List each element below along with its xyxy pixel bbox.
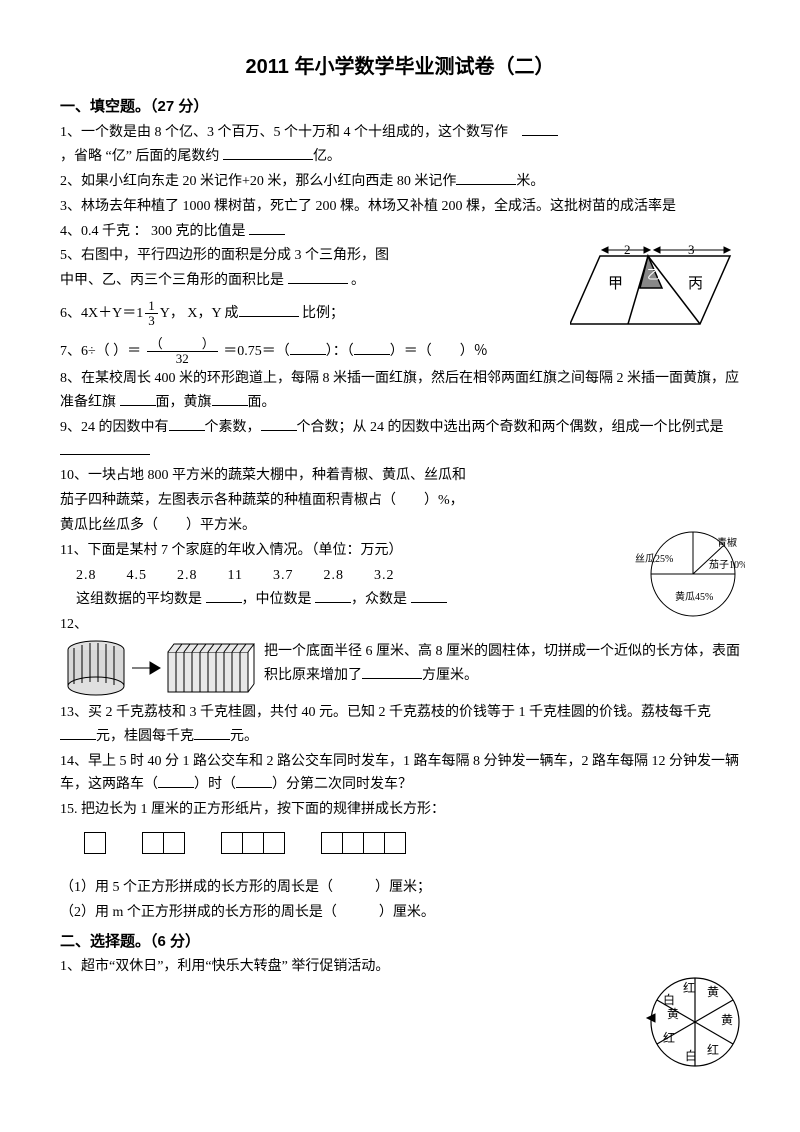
cylinder-diagram xyxy=(60,638,260,700)
q15-text-a: 15. 把边长为 1 厘米的正方形纸片，按下面的规律拼成长方形： xyxy=(60,802,445,817)
q15-sub1: （1）用 5 个正方形拼成的长方形的周长是（ ）厘米； xyxy=(60,876,740,900)
q9: 9、24 的因数中有 个素数， 个合数；从 24 的因数中选出两个奇数和两个偶数，组… xyxy=(60,416,740,464)
sqgroup-2 xyxy=(142,832,185,854)
q10-text-c: 黄瓜比丝瓜多（ ）平方米。 xyxy=(60,518,256,533)
fraction-blank-32: （ ）32 xyxy=(147,337,218,367)
q5-text-a: 5、右图中，平行四边形的面积是分成 3 个三角形，图 xyxy=(60,248,389,263)
q12-text: 把一个底面半径 6 厘米、高 8 厘米的圆柱体，切拼成一个近似的长方体，表面积比… xyxy=(264,638,740,688)
q12-text-b: 方厘米。 xyxy=(422,668,478,683)
q2: 2、如果小红向东走 20 米记作+20 米，那么小红向西走 80 米记作 米。 xyxy=(60,170,740,194)
w-bai-1: 白 xyxy=(685,1048,697,1063)
frac-num: （ ） xyxy=(147,337,218,352)
q1-text-a: 1、一个数是由 8 个亿、3 个百万、5 个十万和 4 个十组成的，这个数写作 xyxy=(60,125,508,140)
q7-text-d: ）＝（ ）％ xyxy=(390,344,488,359)
label-bing: 丙 xyxy=(688,276,703,292)
w-bai-2: 白 xyxy=(663,992,675,1007)
q8-text-c: 面。 xyxy=(248,395,276,410)
q3-text: 3、林场去年种植了 1000 棵树苗，死亡了 200 棵。林场又补植 200 棵… xyxy=(60,199,676,214)
q13-text-c: 元。 xyxy=(230,729,258,744)
q11-text-d: ，众数是 xyxy=(351,592,407,607)
w-huang-1: 黄 xyxy=(707,985,719,999)
q6-text-a: 6、4X＋Y＝1 xyxy=(60,306,143,321)
q10-l1: 10、一块占地 800 平方米的蔬菜大棚中，种着青椒、黄瓜、丝瓜和 xyxy=(60,464,570,488)
q1-text-b: ，省略 “亿” 后面的尾数约 xyxy=(60,149,219,164)
q6-text-c: 比例； xyxy=(299,306,345,321)
sqgroup-4 xyxy=(321,832,406,854)
label-yi: 乙 xyxy=(647,267,660,282)
q12-text-a: 把一个底面半径 6 厘米、高 8 厘米的圆柱体，切拼成一个近似的长方体，表面积比… xyxy=(264,644,740,683)
w-huang-3: 黄 xyxy=(667,1007,679,1021)
w-hong-1: 红 xyxy=(707,1042,719,1057)
section-2: 二、选择题。（6 分） xyxy=(60,929,740,955)
square-pattern xyxy=(84,832,740,854)
q1-line2: ，省略 “亿” 后面的尾数约 亿。 xyxy=(60,145,740,169)
q1: 1、一个数是由 8 个亿、3 个百万、5 个十万和 4 个十组成的，这个数写作 xyxy=(60,121,740,145)
q5: 5、右图中，平行四边形的面积是分成 3 个三角形，图 xyxy=(60,244,480,268)
q9-text-c: 个合数；从 24 的因数中选出两个奇数和两个偶数，组成一个比例式是 xyxy=(297,420,724,435)
q12-row: 把一个底面半径 6 厘米、高 8 厘米的圆柱体，切拼成一个近似的长方体，表面积比… xyxy=(60,638,740,700)
q10-text-b: 茄子四种蔬菜，左图表示各种蔬菜的种植面积青椒占（ ）%， xyxy=(60,493,464,508)
section-1: 一、填空题。（27 分） xyxy=(60,94,740,120)
q11-text-c: ，中位数是 xyxy=(242,592,312,607)
frac-num: 1 xyxy=(145,299,158,314)
w-hong-2: 红 xyxy=(663,1030,675,1045)
q7-text-a: 7、6÷（ ）＝ xyxy=(60,344,141,359)
q1-text-c: 亿。 xyxy=(313,149,341,164)
q2-text-b: 米。 xyxy=(516,174,544,189)
frac-den: 3 xyxy=(145,314,158,328)
q14-text-b: ）时（ xyxy=(194,777,236,792)
q8: 8、在某校周长 400 米的环形跑道上，每隔 8 米插一面红旗，然后在相邻两面红… xyxy=(60,367,740,415)
label-jia: 甲 xyxy=(608,276,623,292)
q10-text-a: 10、一块占地 800 平方米的蔬菜大棚中，种着青椒、黄瓜、丝瓜和 xyxy=(60,468,466,483)
pie1-sw: 丝瓜25% xyxy=(635,553,673,565)
q9-text-a: 9、24 的因数中有 xyxy=(60,420,169,435)
q5-text-b: 中甲、乙、丙三个三角形的面积比是 xyxy=(60,273,284,288)
s2-q1: 1、超市“双休日”，利用“快乐大转盘” 举行促销活动。 xyxy=(60,955,600,979)
pie1-qz: 茄子10% xyxy=(709,558,745,571)
q4-text: 4、0.4 千克 ： 300 克的比值是 xyxy=(60,224,246,239)
q15-sub2: （2）用 m 个正方形拼成的长方形的周长是（ ）厘米。 xyxy=(60,901,740,925)
q15: 15. 把边长为 1 厘米的正方形纸片，按下面的规律拼成长方形： xyxy=(60,798,740,822)
q13-text-b: 元，桂圆每千克 xyxy=(96,729,194,744)
sqgroup-1 xyxy=(84,832,106,854)
vegetable-pie: 丝瓜25% 青椒 茄子10% 黄瓜45% xyxy=(635,528,745,620)
q10-l2: 茄子四种蔬菜，左图表示各种蔬菜的种植面积青椒占（ ）%， xyxy=(60,489,570,513)
q14-text-c: ）分第二次同时发车？ xyxy=(272,777,412,792)
q5-text-c: 。 xyxy=(348,273,366,288)
fraction-1-3: 13 xyxy=(145,299,158,329)
q3: 3、林场去年种植了 1000 棵树苗，死亡了 200 棵。林场又补植 200 棵… xyxy=(60,195,740,219)
q7-text-b: ＝0.75＝（ xyxy=(223,344,290,359)
q7-text-c: ）：（ xyxy=(326,344,354,359)
pie1-qj: 青椒 xyxy=(717,536,737,549)
q8-text-b: 面，黄旗 xyxy=(156,395,212,410)
frac-den: 32 xyxy=(147,352,218,366)
q11-text-a: 11、下面是某村 7 个家庭的年收入情况。（单位：万元） xyxy=(60,543,402,558)
s2-q1-text: 1、超市“双休日”，利用“快乐大转盘” 举行促销活动。 xyxy=(60,959,389,974)
q13: 13、买 2 千克荔枝和 3 千克桂圆，共付 40 元。已知 2 千克荔枝的价钱… xyxy=(60,701,740,749)
label-3: 3 xyxy=(688,244,695,257)
q14: 14、早上 5 时 40 分 1 路公交车和 2 路公交车同时发车，1 路车每隔… xyxy=(60,750,740,798)
label-2: 2 xyxy=(624,244,631,257)
q4: 4、0.4 千克 ： 300 克的比值是 xyxy=(60,220,740,244)
q7: 7、6÷（ ）＝ （ ）32 ＝0.75＝（ ）：（ ）＝（ ）％ xyxy=(60,337,740,367)
spinner-wheel: 黄 黄 红 白 红 黄 白 红 xyxy=(645,970,745,1070)
q5-line2: 中甲、乙、丙三个三角形的面积比是 。 xyxy=(60,269,480,293)
q13-text-a: 13、买 2 千克荔枝和 3 千克桂圆，共付 40 元。已知 2 千克荔枝的价钱… xyxy=(60,705,711,720)
q9-text-b: 个素数， xyxy=(205,420,261,435)
q11-text-b: 这组数据的平均数是 xyxy=(76,592,202,607)
w-hong-3: 红 xyxy=(683,980,695,995)
parallelogram-figure: 2 3 甲 乙 丙 xyxy=(570,244,740,334)
q6-text-b: Y， X，Y 成 xyxy=(160,306,239,321)
q2-text-a: 2、如果小红向东走 20 米记作+20 米，那么小红向西走 80 米记作 xyxy=(60,174,456,189)
page-title: 2011 年小学数学毕业测试卷（二） xyxy=(60,50,740,84)
w-huang-2: 黄 xyxy=(721,1013,733,1027)
sqgroup-3 xyxy=(221,832,285,854)
pie1-hg: 黄瓜45% xyxy=(675,590,713,603)
q10-l3: 黄瓜比丝瓜多（ ）平方米。 xyxy=(60,514,570,538)
